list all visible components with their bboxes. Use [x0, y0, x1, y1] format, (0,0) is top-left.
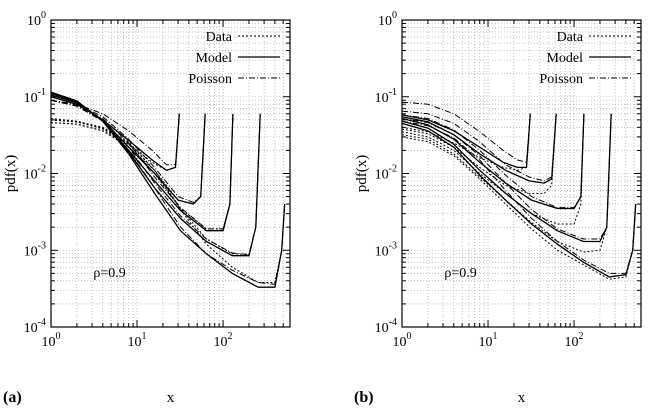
series-line-poisson-2 — [51, 99, 206, 203]
chart-panel-b: 100 101 102 10-4 10-3 10-2 10-1 100 x pdf(x) (b) ρ=… — [354, 10, 642, 406]
series-line-poisson-4 — [51, 99, 261, 256]
x-tick-label: 100 — [42, 331, 61, 350]
rho-annotation: ρ=0.9 — [93, 266, 125, 281]
series-line-poisson-2 — [402, 110, 557, 182]
y-tick-label: 10-2 — [375, 164, 397, 183]
grid — [50, 19, 291, 328]
series-line-model-1 — [402, 113, 531, 169]
series-line-model-3 — [402, 113, 585, 210]
legend: Data Model Poisson — [539, 30, 631, 87]
chart-panel-a: 100 101 102 10-4 10-3 10-2 10-1 100 x pdf(x) (a) ρ=… — [3, 10, 291, 406]
series-layer — [402, 101, 637, 280]
series-layer — [51, 91, 286, 288]
panel-label: (b) — [354, 389, 374, 406]
x-axis-label: x — [518, 390, 526, 406]
legend: Data Model Poisson — [188, 30, 280, 87]
x-axis-label: x — [167, 390, 175, 406]
series-line-model-5 — [51, 91, 286, 288]
ticks — [401, 19, 642, 328]
y-tick-label: 10-3 — [24, 240, 46, 259]
y-tick-label: 10-4 — [375, 317, 397, 336]
series-line-poisson-5 — [402, 120, 637, 274]
y-tick-label: 10-3 — [375, 240, 397, 259]
series-line-poisson-3 — [402, 113, 585, 209]
legend-label-poisson: Poisson — [188, 72, 232, 87]
y-axis-label: pdf(x) — [354, 155, 370, 193]
legend-label-model: Model — [546, 51, 583, 66]
series-line-data-2 — [51, 113, 206, 205]
series-line-data-3 — [402, 113, 585, 225]
y-tick-label: 100 — [378, 10, 397, 29]
y-tick-label: 10-1 — [24, 87, 46, 106]
legend-label-model: Model — [195, 51, 232, 66]
series-line-data-4 — [402, 113, 612, 253]
y-tick-label: 100 — [27, 10, 46, 29]
x-tick-label: 101 — [128, 331, 147, 350]
series-line-data-4 — [51, 113, 261, 256]
y-tick-label: 10-4 — [24, 317, 46, 336]
legend-label-data: Data — [206, 30, 233, 45]
x-tick-label: 102 — [565, 331, 584, 350]
y-tick-label: 10-2 — [24, 164, 46, 183]
panel-label: (a) — [3, 389, 22, 406]
legend-label-poisson: Poisson — [539, 72, 583, 87]
series-line-poisson-4 — [402, 113, 612, 240]
series-line-poisson-1 — [402, 101, 531, 163]
plot-frame — [401, 19, 642, 328]
series-line-data-5 — [51, 118, 286, 283]
series-line-poisson-5 — [51, 99, 286, 285]
series-line-data-2 — [402, 113, 557, 194]
x-tick-label: 100 — [393, 331, 412, 350]
series-line-model-4 — [402, 113, 612, 243]
series-line-model-5 — [402, 122, 637, 278]
x-tick-label: 101 — [479, 331, 498, 350]
legend-label-data: Data — [557, 30, 584, 45]
x-tick-label: 102 — [214, 331, 233, 350]
rho-annotation: ρ=0.9 — [444, 266, 476, 281]
y-tick-label: 10-1 — [375, 87, 397, 106]
grid — [401, 19, 642, 328]
series-line-data-1 — [51, 113, 180, 171]
y-axis-label: pdf(x) — [3, 155, 19, 193]
